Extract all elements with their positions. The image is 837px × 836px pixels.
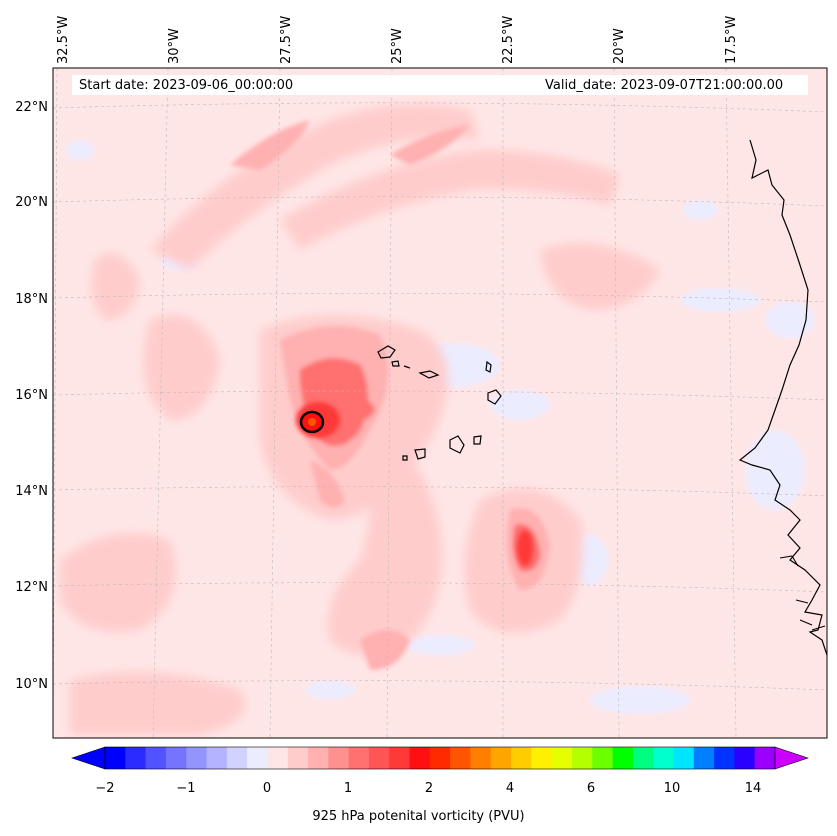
lat-label: 16°N <box>15 388 48 403</box>
colorbar-tick-label: 1 <box>344 781 352 796</box>
lat-label: 10°N <box>15 677 48 692</box>
colorbar-cell <box>531 747 553 769</box>
latitude-labels: 22°N 20°N 18°N 16°N 14°N 12°N 10°N <box>15 100 48 692</box>
colorbar-cell <box>754 747 776 769</box>
colorbar-tick-label: −2 <box>95 781 114 796</box>
colorbar-cell <box>571 747 593 769</box>
colorbar-tick-label: −1 <box>176 781 195 796</box>
colorbar-cell <box>145 747 167 769</box>
colorbar-tick-label: 6 <box>587 781 595 796</box>
colorbar-cell <box>389 747 411 769</box>
colorbar-cell <box>551 747 573 769</box>
lon-label: 32.5°W <box>56 16 71 64</box>
colorbar-cell <box>470 747 492 769</box>
coastline-fragment <box>779 555 826 631</box>
colorbar-tick-label: 10 <box>664 781 681 796</box>
lon-label: 25°W <box>390 28 405 64</box>
island-outlines <box>377 345 502 461</box>
colorbar-tick-label: 14 <box>745 781 762 796</box>
colorbar-cell <box>328 747 350 769</box>
colorbar-ticks: −2 −1 0 1 2 4 6 10 14 <box>95 781 761 796</box>
valid-date-label: Valid_date: 2023-09-07T21:00:00.00 <box>545 78 784 93</box>
colorbar-cell <box>165 747 187 769</box>
lon-label: 30°W <box>167 28 182 64</box>
lat-label: 18°N <box>15 292 48 307</box>
map-area <box>53 68 827 738</box>
longitude-labels: 32.5°W 30°W 27.5°W 25°W 22.5°W 20°W 17.5… <box>56 16 739 64</box>
colorbar-cell <box>693 747 715 769</box>
colorbar-cell <box>653 747 674 769</box>
colorbar-frame <box>104 746 776 770</box>
header-background <box>72 75 808 95</box>
colorbar-cell <box>287 747 309 769</box>
lon-label: 20°W <box>612 28 627 64</box>
lat-label: 20°N <box>15 195 48 210</box>
colorbar-extend-low <box>71 746 106 770</box>
colorbar-cell <box>105 747 126 769</box>
colorbar-tick-label: 2 <box>425 781 433 796</box>
colorbar-cell <box>673 747 695 769</box>
colorbar-cell <box>511 747 532 769</box>
colorbar-cell <box>125 747 147 769</box>
lon-label: 17.5°W <box>724 16 739 64</box>
colorbar-cell <box>409 747 431 769</box>
coastline <box>738 139 827 656</box>
colorbar-cell <box>247 747 268 769</box>
colorbar-cell <box>429 747 451 769</box>
colorbar-cell <box>612 747 634 769</box>
colorbar-cell <box>714 747 735 769</box>
colorbar-cell <box>186 747 208 769</box>
colorbar-cell <box>592 747 614 769</box>
vortex-core <box>299 410 325 434</box>
colorbar-cell <box>348 747 370 769</box>
colorbar-cell <box>226 747 248 769</box>
start-date-label: Start date: 2023-09-06_00:00:00 <box>79 78 294 93</box>
colorbar-cell <box>308 747 329 769</box>
colorbar-cell <box>632 747 654 769</box>
lat-label: 12°N <box>15 580 48 595</box>
colorbar-tick-label: 0 <box>263 781 271 796</box>
colorbar-cell <box>490 747 512 769</box>
lat-label: 22°N <box>15 100 48 115</box>
graticule <box>53 68 827 738</box>
lat-label: 14°N <box>15 484 48 499</box>
colorbar-cell <box>206 747 228 769</box>
colorbar-cell <box>368 747 390 769</box>
colorbar-cell <box>450 747 471 769</box>
colorbar-extend-high <box>774 746 809 770</box>
colorbar-cell <box>267 747 289 769</box>
lon-label: 22.5°W <box>501 16 516 64</box>
colorbar-cell <box>734 747 756 769</box>
colorbar-label: 925 hPa potenital vorticity (PVU) <box>312 809 525 824</box>
colorbar: −2 −1 0 1 2 4 6 10 14 <box>71 746 809 796</box>
lon-label: 27.5°W <box>279 16 294 64</box>
map-border <box>52 67 828 739</box>
colorbar-tick-label: 4 <box>506 781 514 796</box>
